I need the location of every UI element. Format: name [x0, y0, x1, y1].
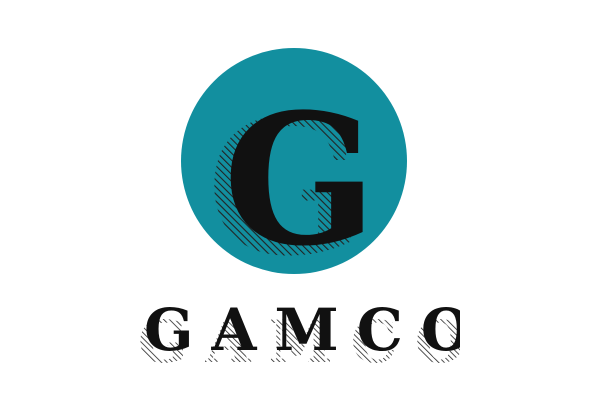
logo-wordmark: GAMCO GAMCO: [140, 296, 460, 370]
wordmark-text: GAMCO: [144, 296, 460, 364]
emblem-circle: [181, 48, 407, 274]
monogram-shadow: G: [207, 78, 366, 275]
wordmark-shadow: GAMCO: [140, 308, 460, 370]
logo-emblem: G G: [181, 48, 407, 275]
monogram-letter: G: [223, 75, 377, 275]
